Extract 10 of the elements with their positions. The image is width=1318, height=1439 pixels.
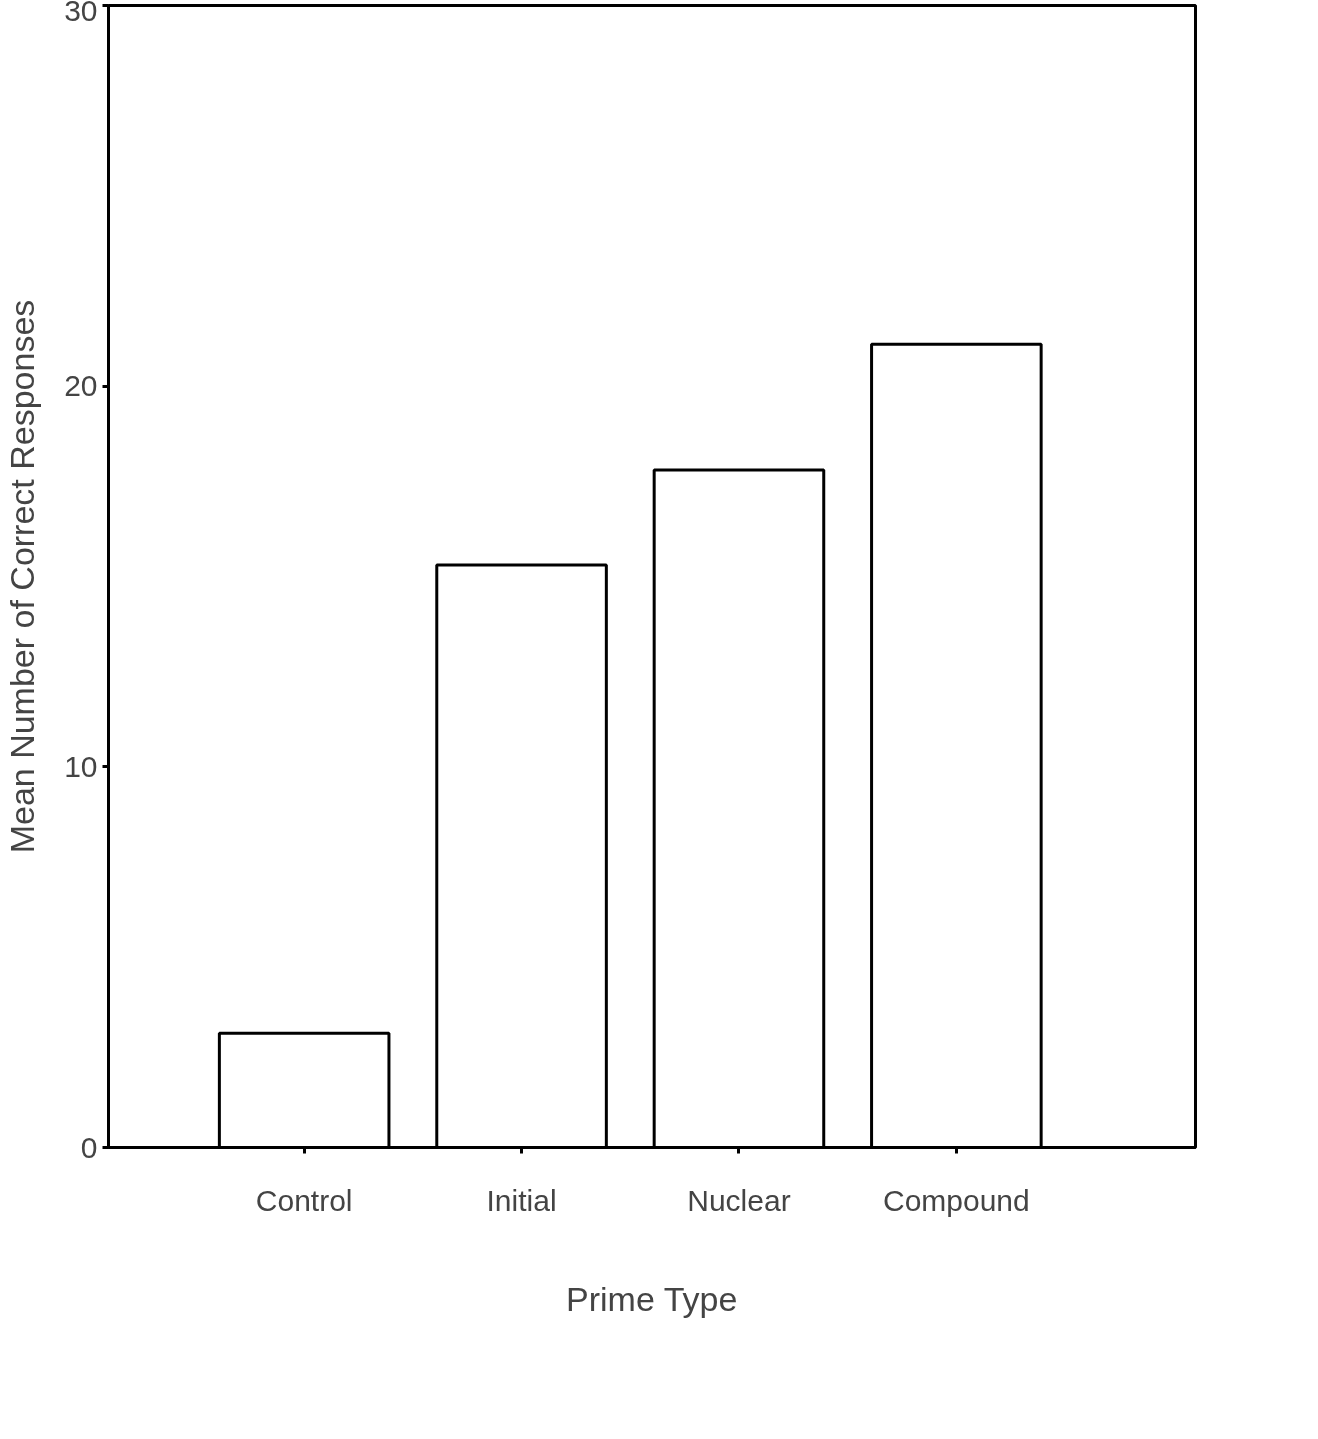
y-tick-label: 10 [64, 749, 98, 783]
x-tick-label: Compound [882, 1183, 1030, 1217]
y-tick-label: 20 [64, 369, 98, 403]
x-tick-label: Control [255, 1183, 353, 1217]
x-tick-label: Initial [486, 1183, 557, 1217]
y-tick-label: 0 [80, 1130, 98, 1164]
y-tick-label: 30 [64, 0, 98, 27]
x-axis-title: Prime Type [566, 1279, 738, 1318]
y-axis-title: Mean Number of Correct Responses [3, 299, 42, 854]
x-tick-label: Nuclear [687, 1183, 791, 1217]
